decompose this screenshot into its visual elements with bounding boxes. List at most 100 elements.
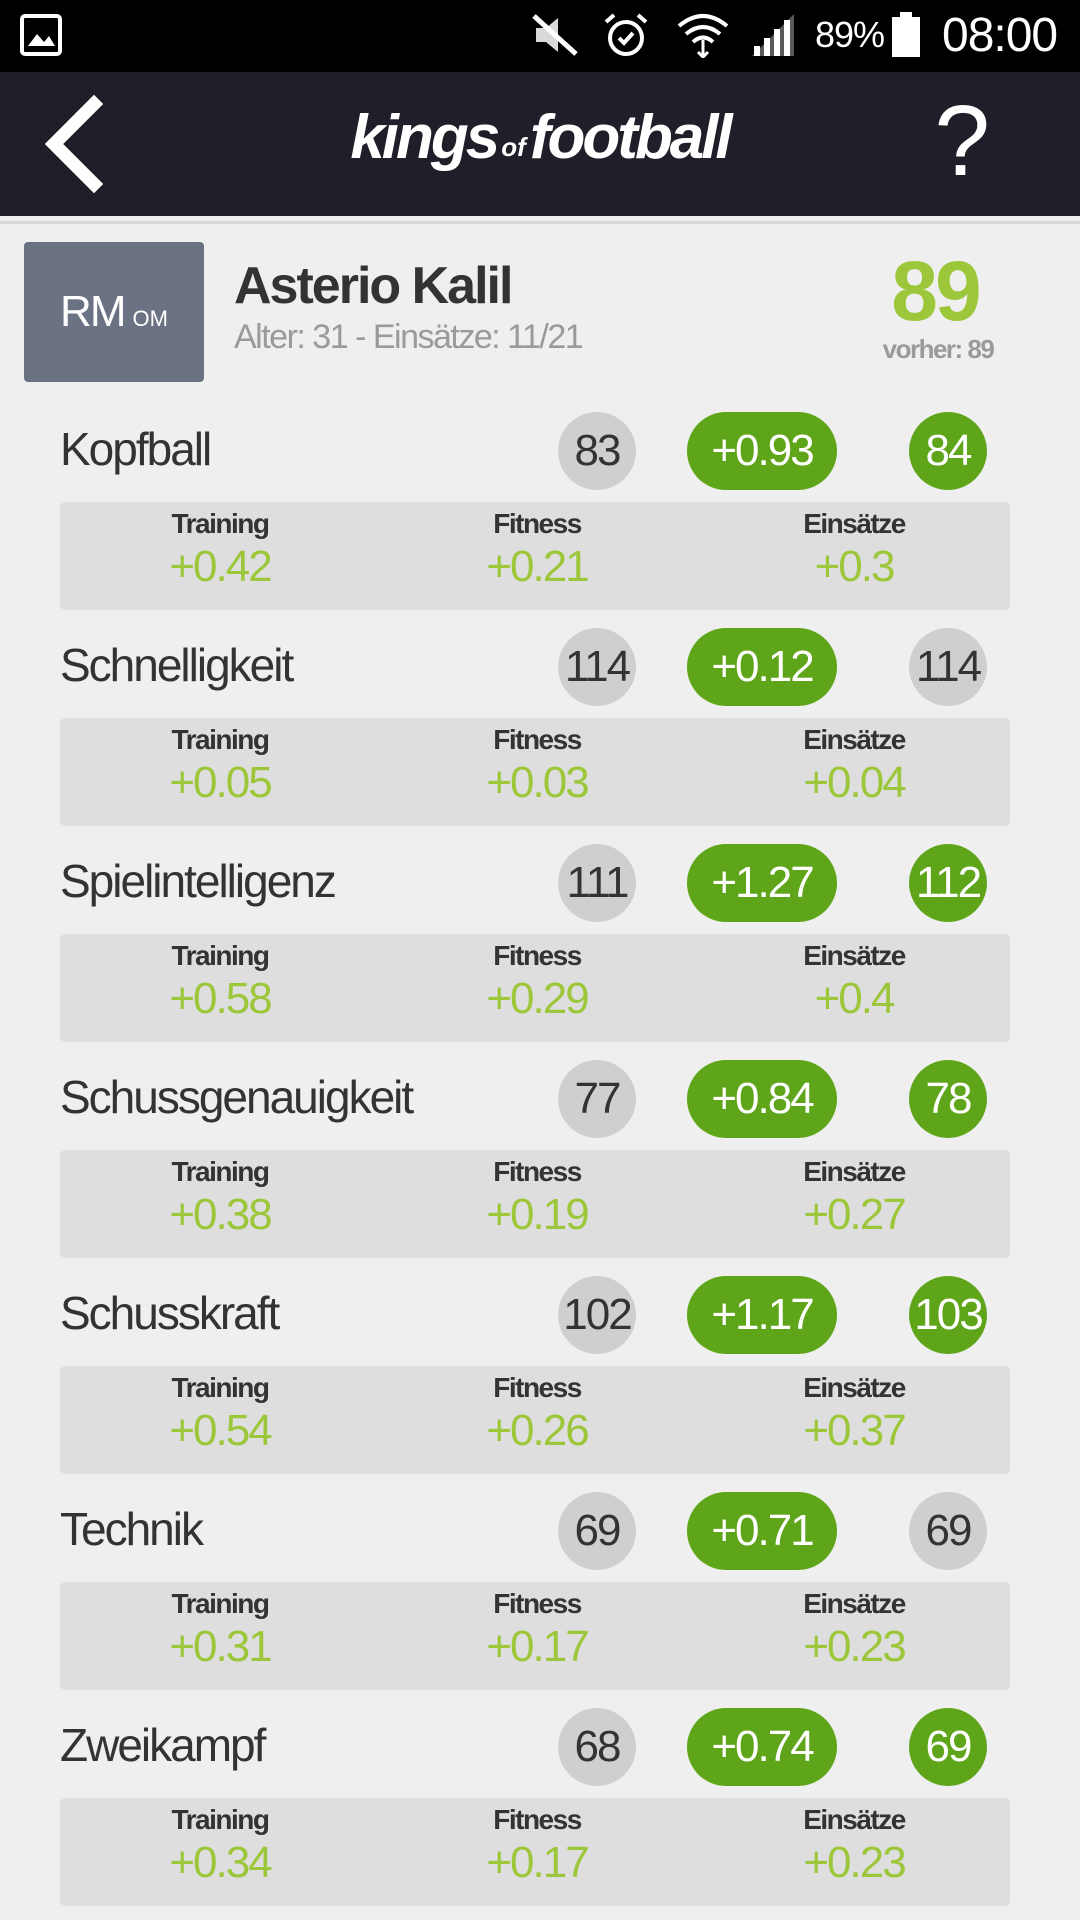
training-label: Training bbox=[171, 1372, 270, 1403]
stat-breakdown: Training +0.54 Fitness +0.26 Einsätze +0.37 bbox=[60, 1366, 1010, 1474]
stat-new-value: 84 bbox=[909, 412, 987, 490]
stat-row-zweikampf: Zweikampf 68 +0.74 69 Training +0.34 Fitn… bbox=[0, 1704, 1080, 1920]
stat-delta: +0.71 bbox=[687, 1492, 837, 1570]
fitness-value: +0.29 bbox=[486, 974, 589, 1023]
training-label: Training bbox=[171, 1156, 270, 1187]
player-meta: Alter: 31 - Einsätze: 11/21 bbox=[234, 318, 584, 356]
fitness-value: +0.17 bbox=[486, 1838, 589, 1887]
fitness-value: +0.03 bbox=[486, 758, 589, 807]
stats-list: Kopfball 83 +0.93 84 Training +0.42 Fitne… bbox=[0, 408, 1080, 1920]
stat-row-kopfball: Kopfball 83 +0.93 84 Training +0.42 Fitne… bbox=[0, 408, 1080, 624]
stat-new-value: 103 bbox=[909, 1276, 987, 1354]
training-label: Training bbox=[171, 1804, 270, 1835]
einsaetze-value: +0.27 bbox=[803, 1190, 906, 1239]
wifi-icon bbox=[677, 14, 729, 58]
stat-label: Zweikampf bbox=[60, 1719, 266, 1771]
einsaetze-value: +0.37 bbox=[803, 1406, 906, 1455]
logo-word-of: of bbox=[501, 132, 526, 162]
fitness-value: +0.17 bbox=[486, 1622, 589, 1671]
stat-new-value: 114 bbox=[909, 628, 987, 706]
header-divider bbox=[0, 221, 1080, 224]
einsaetze-label: Einsätze bbox=[803, 1156, 906, 1187]
training-value: +0.31 bbox=[169, 1622, 272, 1671]
stat-label: Spielintelligenz bbox=[60, 855, 337, 907]
stat-new-value: 112 bbox=[909, 844, 987, 922]
einsaetze-value: +0.3 bbox=[814, 542, 896, 591]
training-label: Training bbox=[171, 508, 270, 539]
mute-icon bbox=[532, 14, 578, 56]
stat-delta: +0.74 bbox=[687, 1708, 837, 1786]
einsaetze-label: Einsätze bbox=[803, 940, 906, 971]
training-label: Training bbox=[171, 1588, 270, 1619]
stat-breakdown: Training +0.05 Fitness +0.03 Einsätze +0.04 bbox=[60, 718, 1010, 826]
app-logo: kings offootball bbox=[0, 102, 1080, 173]
fitness-label: Fitness bbox=[493, 1588, 582, 1619]
fitness-label: Fitness bbox=[493, 1804, 582, 1835]
training-label: Training bbox=[171, 724, 270, 755]
fitness-label: Fitness bbox=[493, 1156, 582, 1187]
stat-delta: +0.93 bbox=[687, 412, 837, 490]
training-value: +0.54 bbox=[169, 1406, 272, 1455]
position-primary: RM bbox=[60, 287, 126, 336]
fitness-label: Fitness bbox=[493, 1372, 582, 1403]
stat-delta: +1.27 bbox=[687, 844, 837, 922]
clock: 08:00 bbox=[942, 9, 1058, 62]
fitness-value: +0.26 bbox=[486, 1406, 589, 1455]
training-value: +0.34 bbox=[169, 1838, 272, 1887]
previous-rating: vorher: 89 bbox=[882, 334, 995, 364]
stat-breakdown: Training +0.38 Fitness +0.19 Einsätze +0.27 bbox=[60, 1150, 1010, 1258]
battery-percent: 89% bbox=[815, 14, 885, 55]
position-badge: RM OM bbox=[24, 242, 204, 382]
stat-label: Technik bbox=[60, 1503, 204, 1555]
fitness-value: +0.21 bbox=[486, 542, 589, 591]
position-secondary: OM bbox=[132, 306, 168, 331]
fitness-label: Fitness bbox=[493, 940, 582, 971]
help-button[interactable]: ? bbox=[934, 85, 990, 197]
logo-word-kings: kings bbox=[350, 103, 500, 172]
einsaetze-label: Einsätze bbox=[803, 1804, 906, 1835]
stat-breakdown: Training +0.42 Fitness +0.21 Einsätze +0.3 bbox=[60, 502, 1010, 610]
player-name: Asterio Kalil bbox=[234, 257, 513, 315]
stat-old-value: 102 bbox=[558, 1276, 636, 1354]
stat-label: Schusskraft bbox=[60, 1287, 280, 1339]
stat-delta: +0.84 bbox=[687, 1060, 837, 1138]
stat-delta: +0.12 bbox=[687, 628, 837, 706]
stat-old-value: 69 bbox=[558, 1492, 636, 1570]
battery-icon bbox=[892, 12, 920, 57]
fitness-label: Fitness bbox=[493, 724, 582, 755]
player-rating: 89 bbox=[891, 244, 981, 338]
signal-icon bbox=[752, 14, 794, 56]
stat-row-schnelligkeit: Schnelligkeit 114 +0.12 114 Training +0.0… bbox=[0, 624, 1080, 840]
training-value: +0.42 bbox=[169, 542, 272, 591]
stat-old-value: 77 bbox=[558, 1060, 636, 1138]
einsaetze-label: Einsätze bbox=[803, 724, 906, 755]
einsaetze-label: Einsätze bbox=[803, 508, 906, 539]
gallery-icon bbox=[20, 14, 62, 56]
stat-old-value: 114 bbox=[558, 628, 636, 706]
stat-row-spielintelligenz: Spielintelligenz 111 +1.27 112 Training +… bbox=[0, 840, 1080, 1056]
einsaetze-label: Einsätze bbox=[803, 1588, 906, 1619]
status-bar: 89% 08:00 bbox=[0, 0, 1080, 72]
training-label: Training bbox=[171, 940, 270, 971]
training-value: +0.38 bbox=[169, 1190, 272, 1239]
einsaetze-value: +0.23 bbox=[803, 1838, 906, 1887]
stat-label: Schussgenauigkeit bbox=[60, 1071, 414, 1123]
alarm-icon bbox=[604, 13, 648, 56]
stat-old-value: 68 bbox=[558, 1708, 636, 1786]
stat-breakdown: Training +0.58 Fitness +0.29 Einsätze +0.4 bbox=[60, 934, 1010, 1042]
logo-word-football: football bbox=[529, 103, 733, 172]
stat-row-schusskraft: Schusskraft 102 +1.17 103 Training +0.54 … bbox=[0, 1272, 1080, 1488]
stat-label: Kopfball bbox=[60, 423, 212, 475]
stat-label: Schnelligkeit bbox=[60, 639, 294, 691]
einsaetze-value: +0.04 bbox=[803, 758, 906, 807]
training-value: +0.58 bbox=[169, 974, 272, 1023]
back-arrow-icon[interactable] bbox=[36, 94, 106, 194]
einsaetze-value: +0.23 bbox=[803, 1622, 906, 1671]
einsaetze-label: Einsätze bbox=[803, 1372, 906, 1403]
stat-new-value: 69 bbox=[909, 1492, 987, 1570]
training-value: +0.05 bbox=[169, 758, 272, 807]
stat-new-value: 78 bbox=[909, 1060, 987, 1138]
stat-row-technik: Technik 69 +0.71 69 Training +0.31 Fitnes… bbox=[0, 1488, 1080, 1704]
stat-delta: +1.17 bbox=[687, 1276, 837, 1354]
stat-old-value: 111 bbox=[558, 844, 636, 922]
